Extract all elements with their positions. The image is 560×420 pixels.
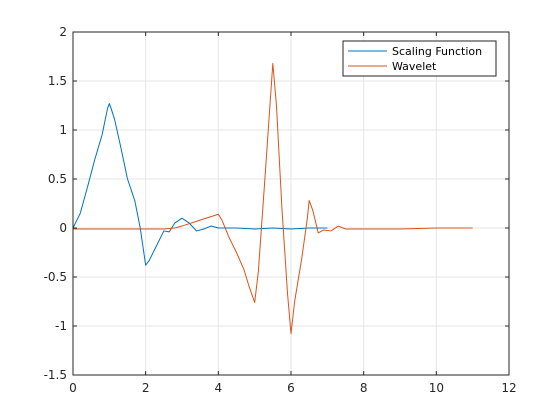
series-line-wavelet [73, 62, 473, 335]
legend: Scaling Function Wavelet [342, 40, 497, 77]
y-tick-label: -1.5 [44, 368, 67, 382]
y-tick-label: -1 [55, 319, 67, 333]
x-tick-label: 4 [215, 381, 223, 395]
x-tick-label: 12 [501, 381, 516, 395]
series-layer [73, 62, 473, 335]
y-tick-label: 2 [59, 25, 67, 39]
y-tick-label: 0 [59, 221, 67, 235]
y-tick-label: 0.5 [48, 172, 67, 186]
x-tick-label: 2 [142, 381, 150, 395]
y-tick-label: 1.5 [48, 74, 67, 88]
legend-box [342, 40, 497, 77]
x-tick-label: 6 [287, 381, 295, 395]
ticks: 0 2 4 6 8 10 12 -1.5 -1 -0.5 0 0.5 1 1.5 2 [44, 25, 517, 395]
y-tick-label: 1 [59, 123, 67, 137]
legend-entry-wavelet: Wavelet [392, 60, 437, 73]
series-line-scaling-function [73, 103, 328, 266]
y-tick-label: -0.5 [44, 270, 67, 284]
x-tick-label: 0 [69, 381, 77, 395]
x-tick-label: 8 [360, 381, 368, 395]
x-tick-label: 10 [429, 381, 444, 395]
legend-entry-scaling-function: Scaling Function [392, 45, 482, 58]
